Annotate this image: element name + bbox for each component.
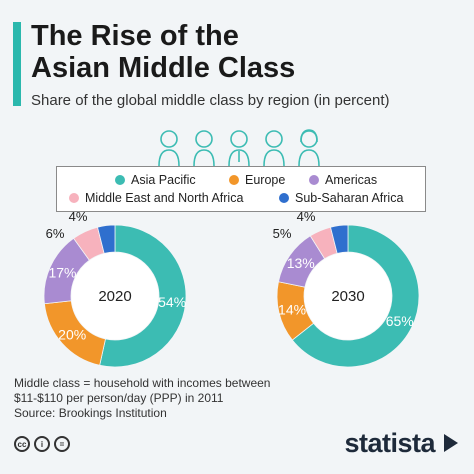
people-icon [158, 129, 320, 167]
legend-dot [115, 175, 125, 185]
legend-item-ssa: Sub-Saharan Africa [279, 191, 403, 205]
slice-sub-saharan-africa [330, 224, 349, 254]
title-line-2: Asian Middle Class [31, 52, 296, 84]
slice-label: 6% [46, 226, 65, 241]
slice-label: 65% [386, 313, 414, 329]
legend-label: Europe [245, 173, 286, 187]
donut-year-label: 2020 [98, 288, 131, 305]
statista-logo[interactable]: statista [344, 428, 460, 459]
legend-label: Asia Pacific [131, 173, 196, 187]
legend-dot [279, 193, 289, 203]
source-text: Source: Brookings Institution [14, 406, 167, 420]
slice-label: 5% [273, 226, 292, 241]
chart-note: Middle class = household with incomes be… [14, 376, 344, 421]
note-line-2: $11-$110 per person/day (PPP) in 2011 [14, 391, 224, 405]
legend-item-mena: Middle East and North Africa [69, 191, 243, 205]
creative-commons-icon[interactable]: cc [14, 436, 30, 452]
legend-item-asia-pacific: Asia Pacific [115, 173, 196, 187]
slice-label: 20% [58, 326, 86, 342]
slice-label: 54% [158, 294, 186, 310]
slice-label: 13% [287, 255, 315, 271]
statista-mark-icon [444, 434, 458, 452]
slice-sub-saharan-africa [97, 224, 116, 254]
legend-dot [229, 175, 239, 185]
legend-item-europe: Europe [229, 173, 285, 187]
slice-label: 17% [48, 265, 76, 281]
brand-text: statista [344, 428, 435, 458]
legend-item-americas: Americas [309, 173, 377, 187]
title-line-1: The Rise of the [31, 20, 239, 52]
page-title: The Rise of the Asian Middle Class [31, 20, 451, 84]
legend-label: Americas [325, 173, 378, 187]
page-subtitle: Share of the global middle class by regi… [31, 92, 390, 109]
legend-label: Sub-Saharan Africa [295, 191, 404, 205]
slice-label: 4% [69, 209, 88, 224]
slice-label: 14% [278, 301, 306, 317]
donut-center [304, 252, 392, 340]
attribution-icon[interactable]: i [34, 436, 50, 452]
slice-asia-pacific [291, 224, 420, 368]
license-icons: cc i = [14, 436, 70, 456]
donut-year-label: 2030 [331, 288, 364, 305]
legend-label: Middle East and North Africa [85, 191, 244, 205]
donut-center [71, 252, 159, 340]
no-derivatives-icon[interactable]: = [54, 436, 70, 452]
note-line-1: Middle class = household with incomes be… [14, 376, 271, 390]
legend-dot [309, 175, 319, 185]
slice-label: 4% [297, 209, 316, 224]
title-accent-bar [13, 22, 21, 106]
chart-legend: Asia Pacific Europe Americas Middle East… [56, 166, 426, 212]
legend-dot [69, 193, 79, 203]
slice-asia-pacific [99, 224, 187, 368]
